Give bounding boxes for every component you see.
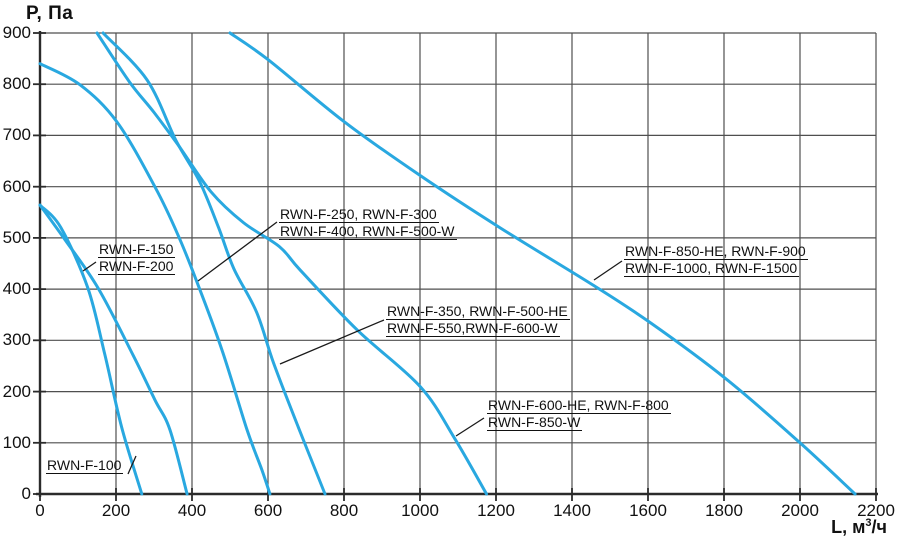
fan-curve-5 [228, 31, 857, 496]
x-tick-label-2000: 2000 [781, 501, 819, 520]
x-tick-label-1800: 1800 [705, 501, 743, 520]
fan-curve-2 [38, 62, 272, 496]
curve-label-text: RWN-F-150 [98, 241, 176, 258]
curve-label-text: RWN-F-400, RWN-F-500-W [279, 223, 457, 240]
y-tick-label-500: 500 [2, 227, 31, 247]
curve-label-text: RWN-F-600-HE, RWN-F-800 [487, 397, 671, 414]
curve-label-text: RWN-F-250, RWN-F-300 [279, 206, 439, 223]
curve-label-text: RWN-F-550,RWN-F-600-W [386, 320, 560, 337]
x-tick-label-1000: 1000 [401, 501, 439, 520]
x-tick-label-800: 800 [329, 501, 359, 520]
curve-label-text: RWN-F-850-W [487, 414, 583, 431]
x-axis-title-unit: /ч [871, 517, 887, 537]
fan-curve-4 [95, 31, 488, 496]
curve-label-text: RWN-F-850-HE, RWN-F-900 [624, 243, 808, 260]
curve-label-line: RWN-F-600-HE, RWN-F-800 [487, 397, 671, 414]
y-tick-label-100: 100 [2, 432, 31, 452]
curve-label-text: RWN-F-350, RWN-F-500-HE [386, 303, 570, 320]
curve-label-text: RWN-F-100 [46, 457, 124, 474]
curve-label-line: RWN-F-200 [98, 258, 176, 275]
y-tick-label-300: 300 [2, 330, 31, 350]
fan-curve-0 [38, 203, 144, 496]
curve-label-line: RWN-F-850-HE, RWN-F-900 [624, 243, 808, 260]
x-tick-label-1200: 1200 [477, 501, 515, 520]
curve-label-line: RWN-F-1000, RWN-F-1500 [624, 260, 808, 277]
curve-label-text: RWN-F-200 [98, 258, 176, 275]
curve-label-5: RWN-F-850-HE, RWN-F-900 RWN-F-1000, RWN-F… [624, 243, 808, 277]
label-leader-4 [455, 417, 485, 437]
curve-label-1: RWN-F-150 RWN-F-200 [98, 241, 176, 275]
y-tick-label-600: 600 [2, 176, 31, 196]
y-tick-label-0: 0 [21, 484, 31, 503]
x-tick-label-2200: 2200 [857, 501, 895, 520]
fan-curve-1 [38, 203, 189, 496]
x-tick-label-1400: 1400 [553, 501, 591, 520]
y-tick-label-900: 900 [2, 23, 31, 42]
curve-label-2: RWN-F-250, RWN-F-300 RWN-F-400, RWN-F-500… [279, 206, 457, 240]
label-leader-0 [127, 455, 137, 475]
curve-label-3: RWN-F-350, RWN-F-500-HE RWN-F-550,RWN-F-6… [386, 303, 570, 337]
fan-curve-3 [101, 31, 327, 496]
x-tick-label-400: 400 [177, 501, 207, 520]
x-tick-label-0: 0 [35, 501, 45, 520]
y-axis-title: Р, Па [26, 3, 74, 24]
label-leader-1 [82, 261, 97, 272]
x-axis-title-text: L, м [831, 517, 866, 537]
axes [33, 31, 878, 501]
curve-label-line: RWN-F-850-W [487, 414, 671, 431]
curve-label-line: RWN-F-250, RWN-F-300 [279, 206, 457, 223]
label-leader-3 [279, 319, 385, 365]
y-tick-label-200: 200 [2, 381, 31, 401]
x-axis-title: L, м3/ч [793, 517, 887, 538]
label-leader-5 [593, 260, 623, 281]
curve-label-4: RWN-F-600-HE, RWN-F-800 RWN-F-850-W [487, 397, 671, 431]
curve-label-line: RWN-F-550,RWN-F-600-W [386, 320, 570, 337]
curve-label-text: RWN-F-1000, RWN-F-1500 [624, 260, 800, 277]
curve-label-0: RWN-F-100 [46, 457, 124, 474]
x-tick-label-600: 600 [253, 501, 283, 520]
y-tick-label-400: 400 [2, 279, 31, 299]
curve-label-line: RWN-F-150 [98, 241, 176, 258]
y-tick-label-800: 800 [2, 74, 31, 94]
x-tick-label-200: 200 [101, 501, 131, 520]
x-tick-label-1600: 1600 [629, 501, 667, 520]
label-leader-2 [197, 221, 278, 282]
curve-label-line: RWN-F-400, RWN-F-500-W [279, 223, 457, 240]
x-axis-title-superscript: 3 [865, 517, 872, 529]
curve-label-line: RWN-F-100 [46, 457, 124, 474]
curve-label-line: RWN-F-350, RWN-F-500-HE [386, 303, 570, 320]
y-tick-label-700: 700 [2, 125, 31, 145]
